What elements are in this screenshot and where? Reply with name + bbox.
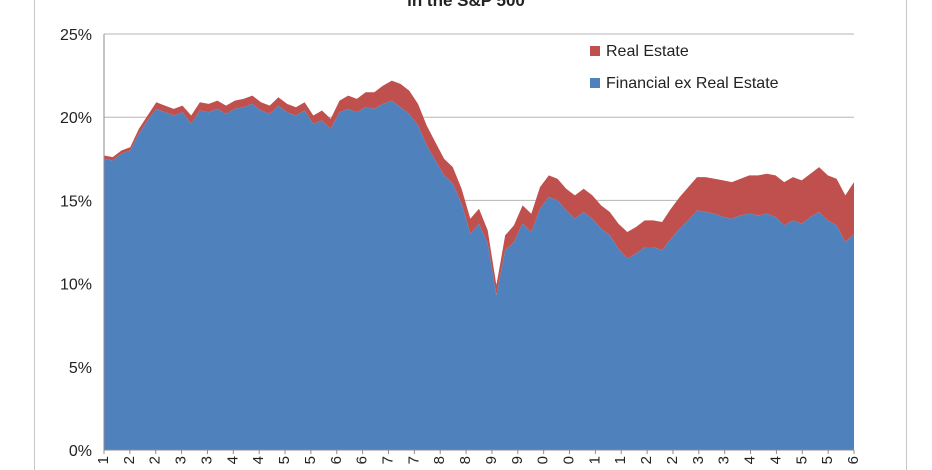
axes xyxy=(103,34,854,451)
x-tick-label: 9 xyxy=(483,456,500,464)
x-tick-label: 8 xyxy=(457,456,474,464)
x-tick-label: 4 xyxy=(250,456,267,464)
x-tick-label: 1 xyxy=(95,456,112,464)
x-tick-label: 1 xyxy=(612,456,629,464)
y-tick-label: 0% xyxy=(69,443,92,460)
chart-title: in the S&P 500 xyxy=(407,0,525,10)
y-tick-label: 10% xyxy=(60,277,92,294)
series-financial-ex-real-estate-area xyxy=(104,100,854,450)
legend-swatch xyxy=(590,78,600,88)
frame-right-border xyxy=(906,0,907,470)
x-tick-label: 5 xyxy=(793,456,810,464)
x-tick-label: 3 xyxy=(198,456,215,464)
x-tick-label: 0 xyxy=(561,456,578,464)
x-tick-label: 2 xyxy=(664,456,681,464)
legend: Real Estate Financial ex Real Estate xyxy=(590,43,779,92)
y-tick-label: 5% xyxy=(69,360,92,377)
x-tick-label: 5 xyxy=(276,456,293,464)
x-tick-label: 3 xyxy=(690,456,707,464)
legend-label: Financial ex Real Estate xyxy=(606,75,779,92)
x-tick-label: 8 xyxy=(431,456,448,464)
x-tick-label: 6 xyxy=(845,456,862,464)
x-tick-label: 2 xyxy=(147,456,164,464)
y-tick-label: 20% xyxy=(60,110,92,127)
x-tick-label: 4 xyxy=(224,456,241,464)
x-tick-label: 7 xyxy=(379,456,396,464)
x-tick-label: 3 xyxy=(716,456,733,464)
x-tick-label: 5 xyxy=(302,456,319,464)
y-tick-label: 25% xyxy=(60,27,92,44)
legend-swatch xyxy=(590,46,600,56)
x-tick-label: 6 xyxy=(354,456,371,464)
y-tick-label: 15% xyxy=(60,193,92,210)
area-series xyxy=(104,80,854,450)
x-tick-label: 4 xyxy=(767,456,784,464)
x-tick-label: 4 xyxy=(742,456,759,464)
x-tick-label: 1 xyxy=(586,456,603,464)
x-tick-label: 6 xyxy=(328,456,345,464)
x-tick-label: 5 xyxy=(819,456,836,464)
x-tick-label: 2 xyxy=(121,456,138,464)
x-tick-label: 7 xyxy=(405,456,422,464)
frame-left-border xyxy=(34,0,35,470)
x-tick-label: 9 xyxy=(509,456,526,464)
x-tick-label: 0 xyxy=(535,456,552,464)
series-real-estate-area xyxy=(104,80,854,296)
x-tick-label: 3 xyxy=(173,456,190,464)
y-tick-labels: 0% 5% 10% 15% 20% 25% xyxy=(60,27,92,460)
legend-label: Real Estate xyxy=(606,43,689,60)
x-tick-label: 2 xyxy=(638,456,655,464)
